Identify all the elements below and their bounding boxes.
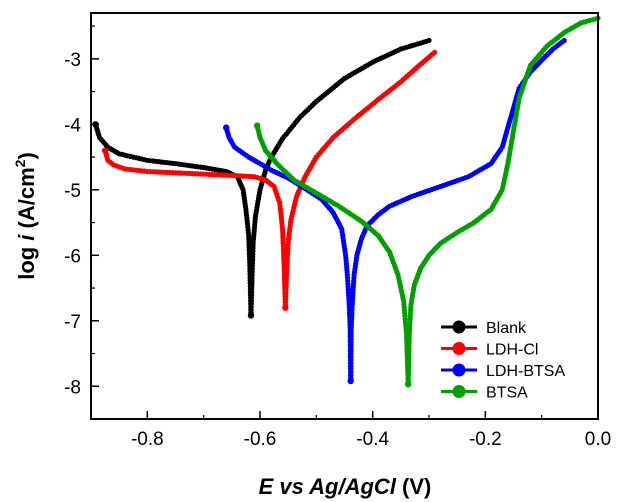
series-btsa <box>253 15 601 388</box>
x-tick-label: -0.2 <box>469 429 502 450</box>
x-axis-title-italic: E vs Ag/AgCl <box>259 474 397 499</box>
y-tick-label: -8 <box>64 377 81 398</box>
plot-lines <box>92 15 601 388</box>
axes: -0.8 -0.6 -0.4 -0.2 0.0 -3 -4 -5 -6 -7 -8 <box>64 25 611 450</box>
data-point <box>561 37 567 44</box>
y-axis-title-italic: i <box>14 234 39 241</box>
x-tick-label: -0.6 <box>244 429 277 450</box>
legend: Blank LDH-Cl LDH-BTSA BTSA <box>441 320 565 402</box>
x-tick-label: -0.4 <box>356 429 389 450</box>
series-ldh-cl <box>101 49 438 311</box>
legend-marker <box>452 363 466 377</box>
legend-label: Blank <box>486 320 527 337</box>
y-tick-label: -6 <box>64 246 81 267</box>
data-point <box>404 381 412 388</box>
data-point <box>101 147 109 154</box>
data-point <box>432 49 438 55</box>
legend-label: BTSA <box>486 385 528 402</box>
legend-label: LDH-Cl <box>486 342 538 359</box>
x-tick-label: 0.0 <box>585 429 611 450</box>
data-point <box>282 304 289 311</box>
y-axis-title-prefix: log <box>14 241 39 280</box>
series-blank <box>92 37 432 319</box>
series-line-anodic <box>283 50 437 310</box>
data-point <box>426 37 432 44</box>
y-axis-title-unit: (A/cm <box>14 167 39 234</box>
y-axis-title-superscript: 2 <box>12 159 28 167</box>
y-tick-label: -4 <box>64 115 81 136</box>
plot-frame <box>90 12 599 420</box>
y-axis-title-close: ) <box>14 152 39 159</box>
y-tick-label: -5 <box>64 181 81 202</box>
x-tick-label: -0.8 <box>131 429 164 450</box>
x-axis-title-unit: (V) <box>396 474 431 499</box>
legend-marker <box>452 342 466 355</box>
y-tick-label: -7 <box>64 312 81 333</box>
legend-marker <box>452 385 466 398</box>
legend-marker <box>452 320 466 334</box>
data-point <box>247 312 255 319</box>
data-point <box>223 124 230 131</box>
y-axis-title: log i (A/cm2) <box>12 152 39 280</box>
legend-label: LDH-BTSA <box>486 363 565 380</box>
data-point <box>347 377 354 385</box>
x-axis-title: E vs Ag/AgCl (V) <box>259 474 432 499</box>
data-point <box>253 122 261 129</box>
y-tick-label: -3 <box>64 50 81 71</box>
